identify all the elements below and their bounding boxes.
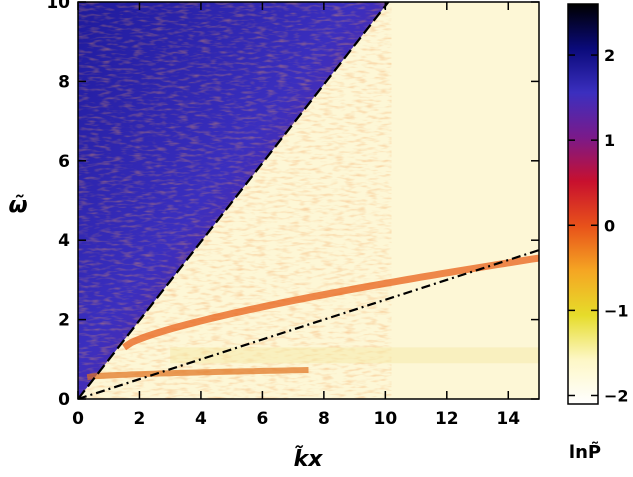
x-tick-label: 6	[256, 409, 268, 429]
dashed-line	[78, 2, 390, 399]
colorbar-ticks: 2 1 0 −1 −2	[568, 46, 629, 405]
colorbar-tick-label: −1	[604, 301, 629, 320]
y-tick: 10	[46, 0, 539, 13]
y-tick: 4	[58, 231, 539, 251]
y-tick: 0	[58, 390, 539, 410]
colorbar-tick: 0	[568, 216, 615, 235]
x-tick-label: 10	[373, 409, 397, 429]
x-axis-label: k̃x	[294, 446, 324, 472]
colorbar-tick-label: −2	[604, 386, 629, 405]
colorbar-tick: 1	[568, 131, 615, 150]
y-tick-label: 4	[58, 231, 70, 251]
faint-band	[170, 347, 539, 364]
ridge-upper	[122, 254, 539, 351]
x-tick-label: 4	[195, 409, 207, 429]
plot-area	[78, 2, 539, 399]
x-tick-label: 2	[134, 409, 146, 429]
colorbar	[567, 3, 599, 405]
y-tick-label: 0	[58, 390, 70, 410]
y-tick-label: 8	[58, 72, 70, 92]
colorbar-tick-label: 2	[604, 46, 615, 65]
x-tick: 8	[318, 2, 330, 429]
y-tick: 2	[58, 311, 539, 331]
x-tick: 0	[72, 2, 84, 429]
y-axis-ticks: 0 2 4 6 8 10	[46, 0, 539, 410]
plot-frame	[77, 1, 540, 400]
x-tick: 6	[256, 2, 268, 429]
x-tick-label: 14	[496, 409, 520, 429]
wedge-texture	[78, 2, 392, 399]
y-tick-label: 6	[58, 152, 70, 172]
y-tick: 6	[58, 152, 539, 172]
y-tick: 8	[58, 72, 539, 92]
x-tick: 12	[435, 2, 459, 429]
dash-dot-line	[78, 249, 539, 399]
ridge-lower	[86, 367, 309, 381]
colorbar-label: lnP̃	[569, 442, 601, 463]
colorbar-tick: −2	[568, 386, 629, 405]
x-tick-label: 0	[72, 409, 84, 429]
colorbar-tick: 2	[568, 46, 615, 65]
colorbar-tick-label: 0	[604, 216, 615, 235]
colorbar-tick-label: 1	[604, 131, 615, 150]
x-tick-label: 12	[435, 409, 459, 429]
x-tick: 14	[496, 2, 520, 429]
x-tick: 4	[195, 2, 207, 429]
y-tick-label: 2	[58, 311, 70, 331]
x-tick-label: 8	[318, 409, 330, 429]
x-axis-ticks: 0 2 4 6 8 10 12 14	[72, 2, 520, 429]
x-tick: 2	[134, 2, 146, 429]
colorbar-tick: −1	[568, 301, 629, 320]
y-axis-label: ω̃	[8, 193, 27, 218]
y-tick-label: 10	[46, 0, 70, 13]
x-tick: 10	[373, 2, 397, 429]
